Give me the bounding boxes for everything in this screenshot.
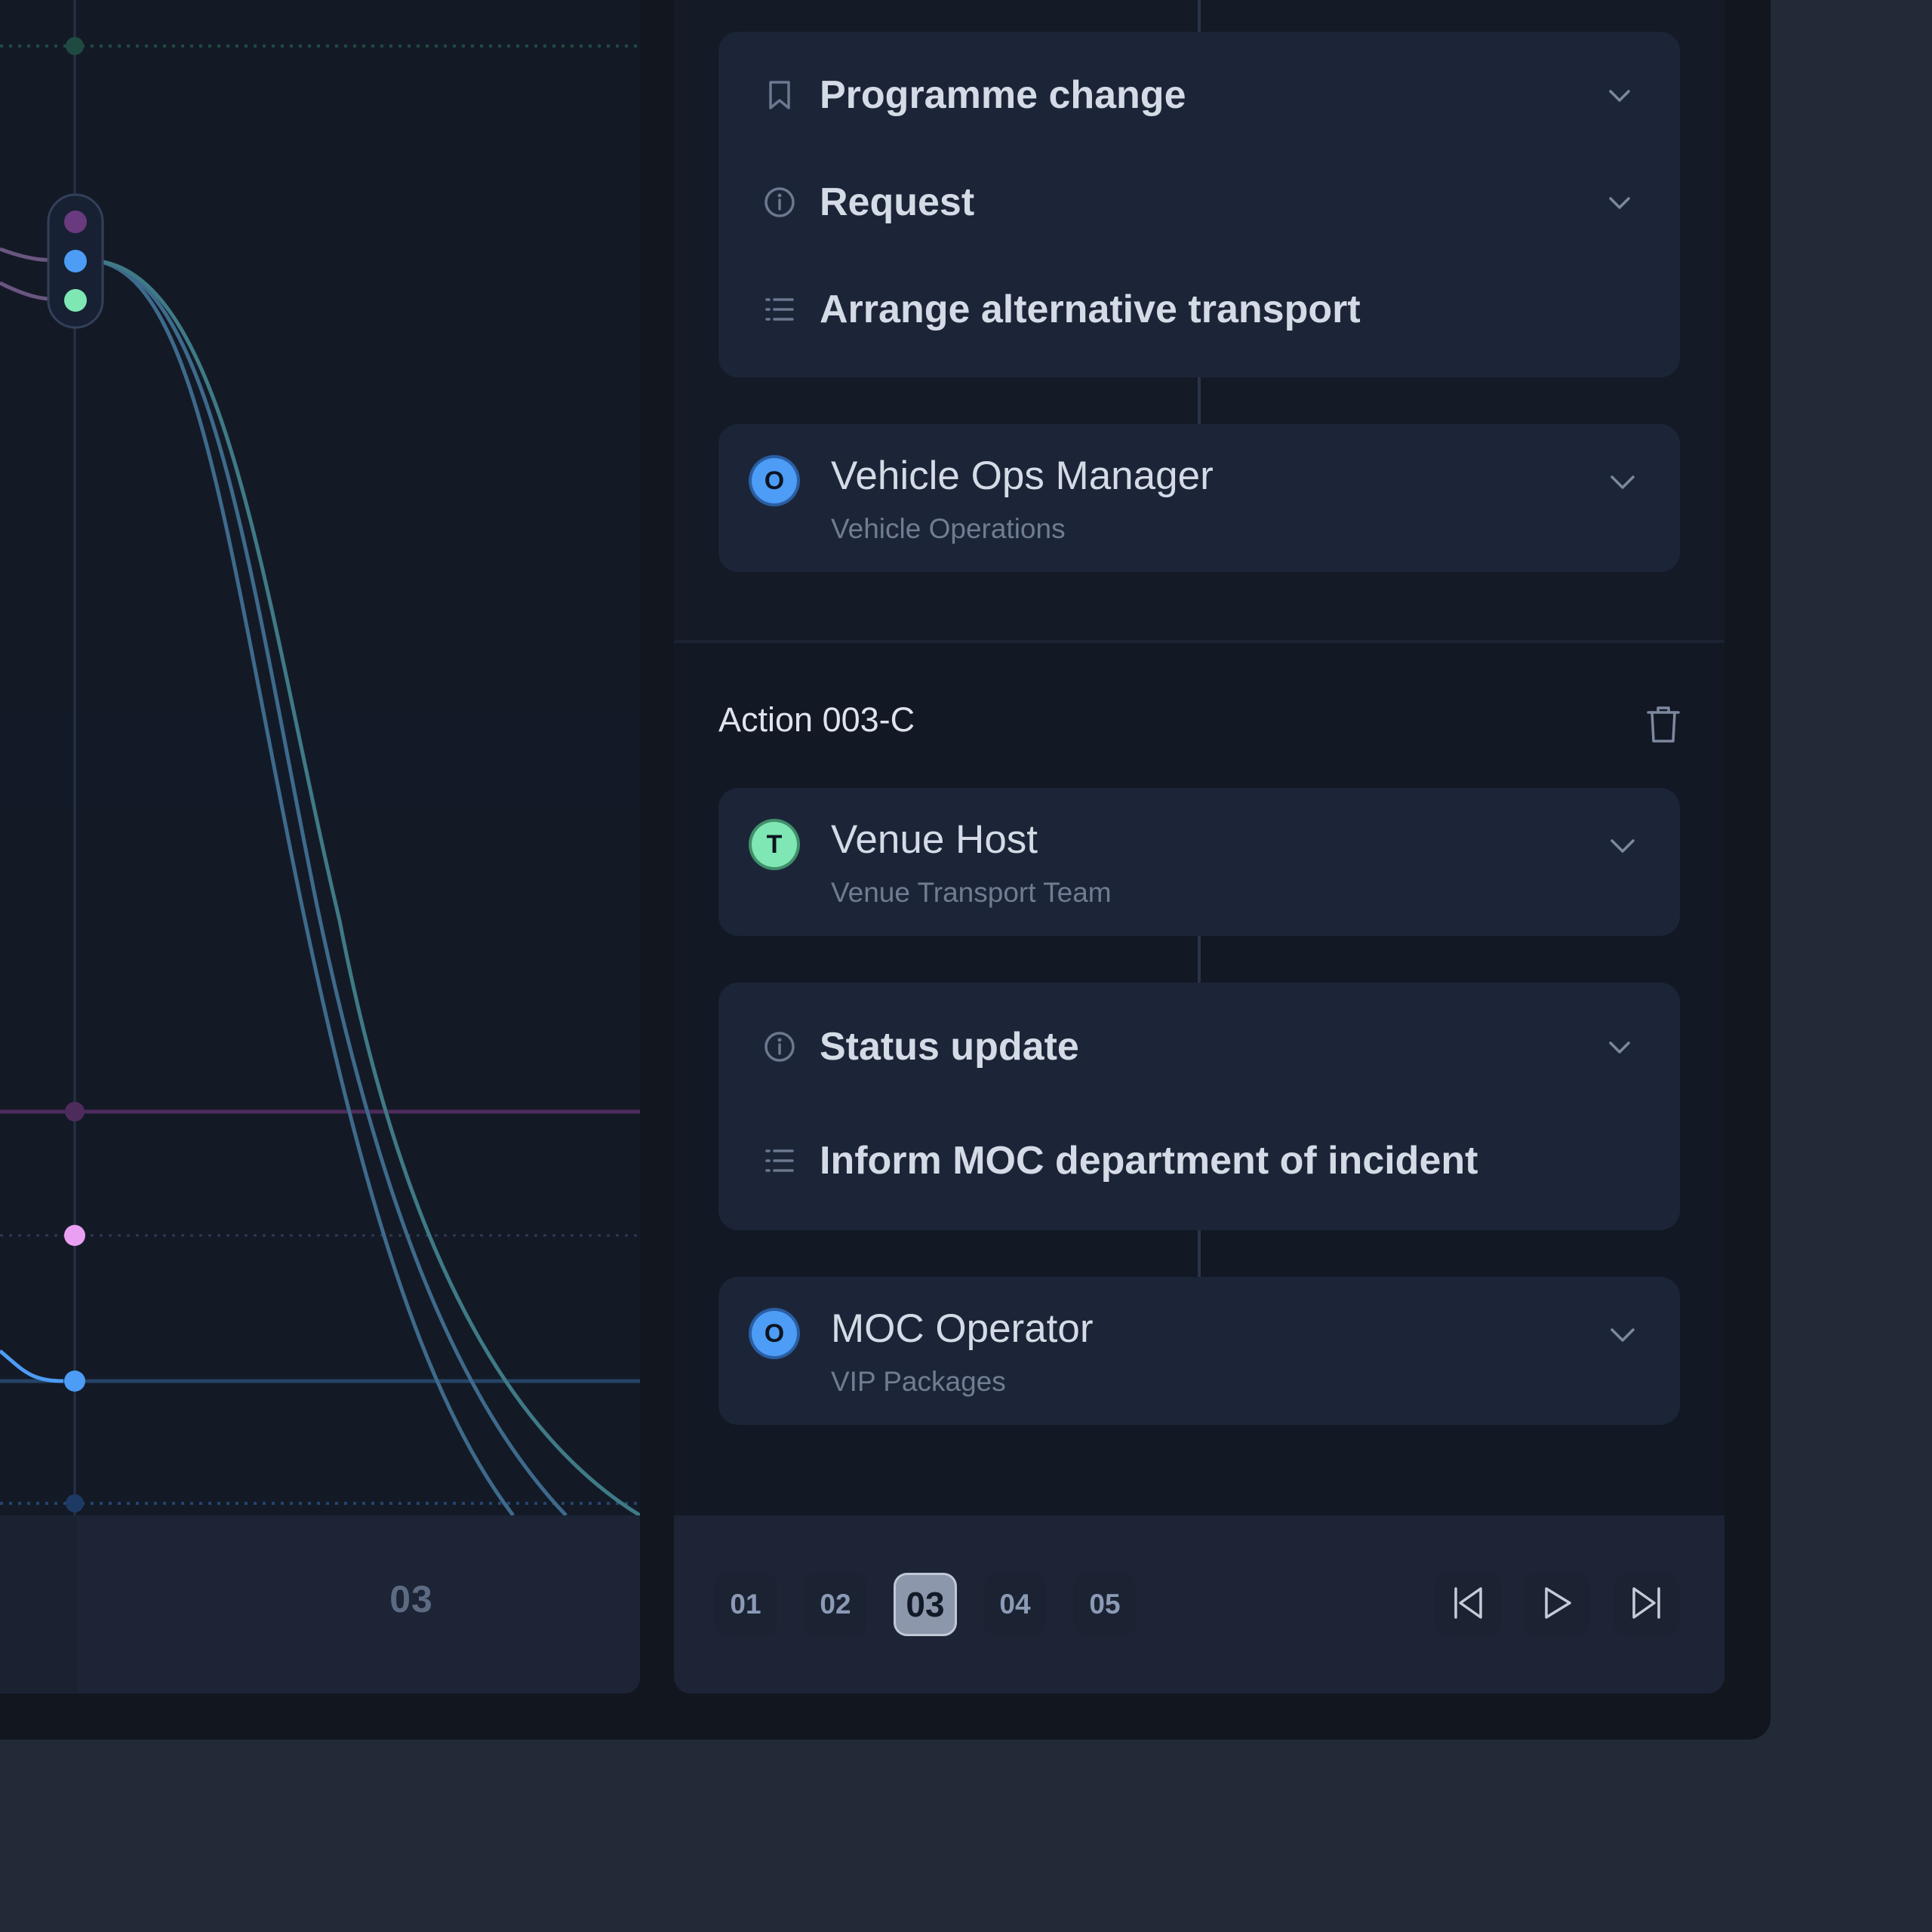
flow-description: Inform MOC department of incident: [820, 1139, 1478, 1183]
flow-description: Arrange alternative transport: [820, 288, 1361, 331]
step-button-04[interactable]: 04: [983, 1573, 1047, 1636]
info-icon: [762, 185, 797, 220]
flow-category-label: Status update: [820, 1025, 1079, 1069]
timeline-graph-panel: [0, 0, 640, 1694]
assignee-card[interactable]: O Vehicle Ops Manager Vehicle Operations: [718, 424, 1680, 572]
incoming-edge: [0, 1349, 64, 1383]
flow-connector: [1198, 0, 1201, 32]
skip-forward-icon: [1629, 1586, 1664, 1624]
action-title: Action 003-C: [718, 700, 915, 739]
recipient-card[interactable]: O MOC Operator VIP Packages: [718, 1277, 1680, 1425]
play-button[interactable]: [1524, 1573, 1590, 1636]
flow-category-label: Request: [820, 180, 975, 224]
list-icon: [762, 292, 797, 327]
assignee-department: Venue Transport Team: [831, 877, 1112, 908]
skip-back-button[interactable]: [1435, 1573, 1501, 1636]
recipient-name: MOC Operator: [831, 1306, 1094, 1351]
flow-description-row[interactable]: Inform MOC department of incident: [718, 1127, 1680, 1195]
assignee-name: Venue Host: [831, 817, 1038, 862]
step-button-01[interactable]: 01: [714, 1573, 777, 1636]
recipient-department: VIP Packages: [831, 1366, 1006, 1397]
bookmark-icon: [762, 78, 797, 112]
flow-type-label: Programme change: [820, 73, 1186, 117]
chevron-down-icon[interactable]: [1604, 187, 1635, 217]
flow-connector: [1198, 936, 1201, 983]
node-blue[interactable]: [64, 250, 87, 272]
assignee-card[interactable]: T Venue Host Venue Transport Team: [718, 788, 1680, 936]
avatar: O: [752, 1311, 797, 1356]
playback-footer: 01 02 03 04 05: [674, 1515, 1724, 1694]
node-purple-dim[interactable]: [65, 1102, 85, 1121]
flow-card: Programme change Request Arrange alterna…: [718, 32, 1680, 377]
flow-description-row[interactable]: Arrange alternative transport: [718, 275, 1680, 343]
node-blue-dim[interactable]: [66, 1494, 84, 1512]
action-detail-panel: Programme change Request Arrange alterna…: [674, 0, 1724, 1694]
flow-connector: [1198, 377, 1201, 424]
node-pink[interactable]: [64, 1225, 85, 1246]
transition-edge: [87, 258, 515, 1515]
timeline-graph: [0, 0, 640, 1515]
chevron-down-icon[interactable]: [1604, 1032, 1635, 1062]
avatar: O: [752, 458, 797, 503]
avatar: T: [752, 822, 797, 867]
node-purple[interactable]: [64, 211, 87, 233]
chevron-down-icon[interactable]: [1604, 80, 1635, 110]
transition-edge: [87, 258, 568, 1515]
info-icon: [762, 1029, 797, 1064]
flow-type-row[interactable]: Programme change: [718, 61, 1680, 129]
transition-edge: [87, 258, 640, 1515]
node-green[interactable]: [64, 289, 87, 312]
step-button-02[interactable]: 02: [804, 1573, 867, 1636]
flow-category-row[interactable]: Request: [718, 168, 1680, 236]
chevron-down-icon[interactable]: [1606, 1318, 1639, 1351]
column-label: 03: [389, 1578, 433, 1620]
chevron-down-icon[interactable]: [1606, 829, 1639, 862]
section-divider: [674, 640, 1724, 643]
play-icon: [1540, 1586, 1574, 1624]
assignee-name: Vehicle Ops Manager: [831, 454, 1214, 498]
trash-icon[interactable]: [1646, 705, 1681, 744]
skip-back-icon: [1451, 1586, 1485, 1624]
chevron-down-icon[interactable]: [1606, 465, 1639, 498]
node-green-dim[interactable]: [66, 37, 84, 55]
node-blue-bottom[interactable]: [64, 1371, 85, 1392]
flow-card: Status update Inform MOC department of i…: [718, 983, 1680, 1230]
graph-column-footer: [0, 1515, 640, 1694]
skip-forward-button[interactable]: [1614, 1573, 1680, 1636]
flow-connector: [1198, 1230, 1201, 1277]
flow-category-row[interactable]: Status update: [718, 1013, 1680, 1081]
assignee-department: Vehicle Operations: [831, 513, 1066, 544]
list-icon: [762, 1143, 797, 1178]
step-button-03-active[interactable]: 03: [894, 1573, 957, 1636]
step-button-05[interactable]: 05: [1073, 1573, 1137, 1636]
